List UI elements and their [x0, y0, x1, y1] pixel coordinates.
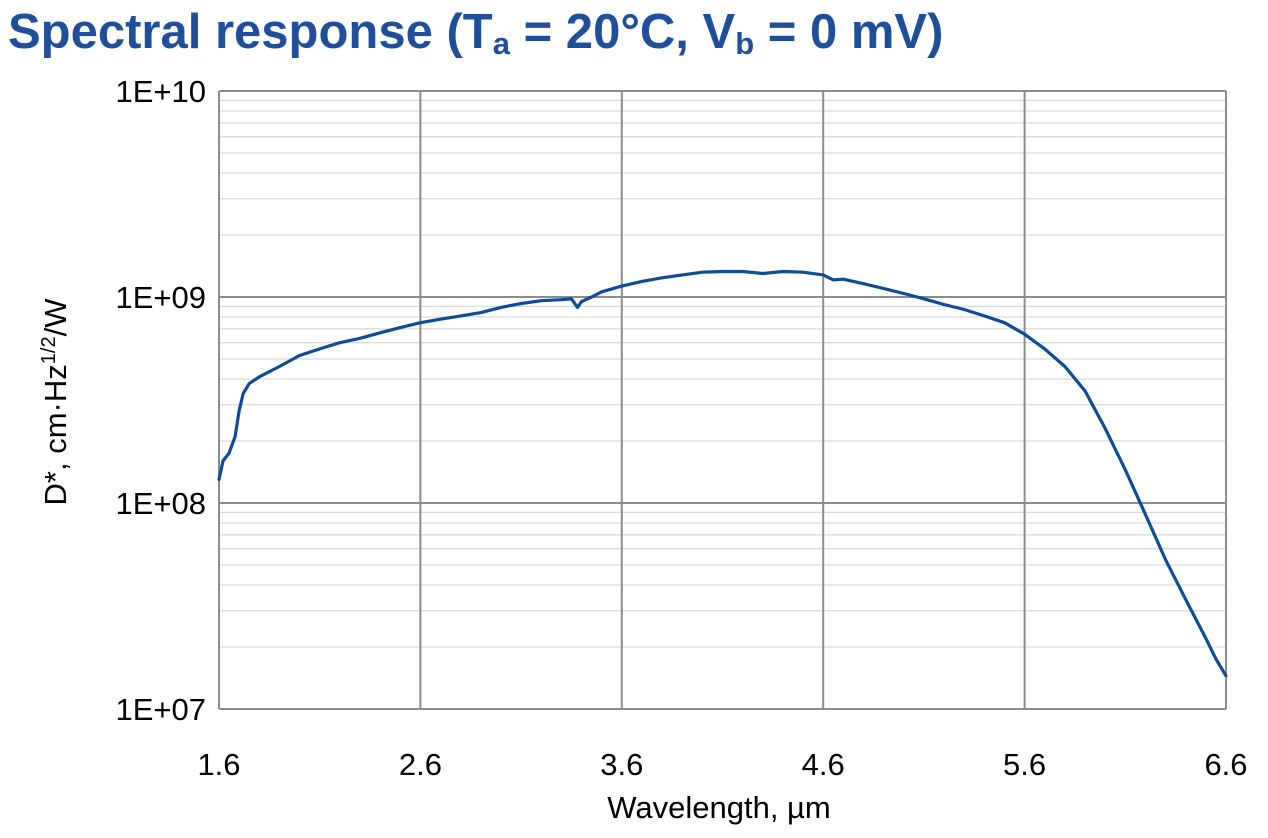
- y-tick-label: 1E+10: [115, 74, 206, 109]
- chart-title-prefix: Spectral response (T: [8, 5, 493, 59]
- y-tick-label: 1E+09: [115, 280, 206, 315]
- y-tick-label: 1E+07: [115, 692, 206, 727]
- chart-title-sub-a: a: [492, 26, 510, 61]
- x-tick-label: 6.6: [1204, 747, 1247, 782]
- x-tick-label: 2.6: [399, 747, 442, 782]
- y-axis-label-sup: 1/2: [38, 336, 60, 364]
- chart-title-sub-b: b: [735, 26, 755, 61]
- chart-title: Spectral response (Ta = 20°C, Vb = 0 mV): [8, 2, 943, 62]
- series-layer: [217, 269, 1228, 678]
- minor-gridlines: [219, 99, 1226, 648]
- major-gridlines: [218, 90, 1227, 710]
- x-tick-label: 3.6: [600, 747, 643, 782]
- chart-title-suffix: = 0 mV): [754, 5, 944, 59]
- x-tick-labels: 1.6 2.6 3.6 4.6 5.6 6.6: [197, 747, 1247, 782]
- y-axis-label-tail: /W: [38, 298, 73, 337]
- x-tick-label: 4.6: [802, 747, 845, 782]
- x-tick-label: 1.6: [197, 747, 240, 782]
- y-axis-label: D*, cm·Hz1/2/W: [38, 298, 73, 506]
- series-line: [217, 269, 1228, 678]
- y-axis-label-base: D*, cm·Hz: [38, 364, 73, 505]
- x-tick-label: 5.6: [1003, 747, 1046, 782]
- y-tick-label: 1E+08: [115, 486, 206, 521]
- chart-title-mid: = 20°C, V: [509, 5, 736, 59]
- y-tick-labels: 1E+07 1E+08 1E+09 1E+10: [115, 74, 206, 727]
- x-axis-label: Wavelength, µm: [607, 790, 830, 825]
